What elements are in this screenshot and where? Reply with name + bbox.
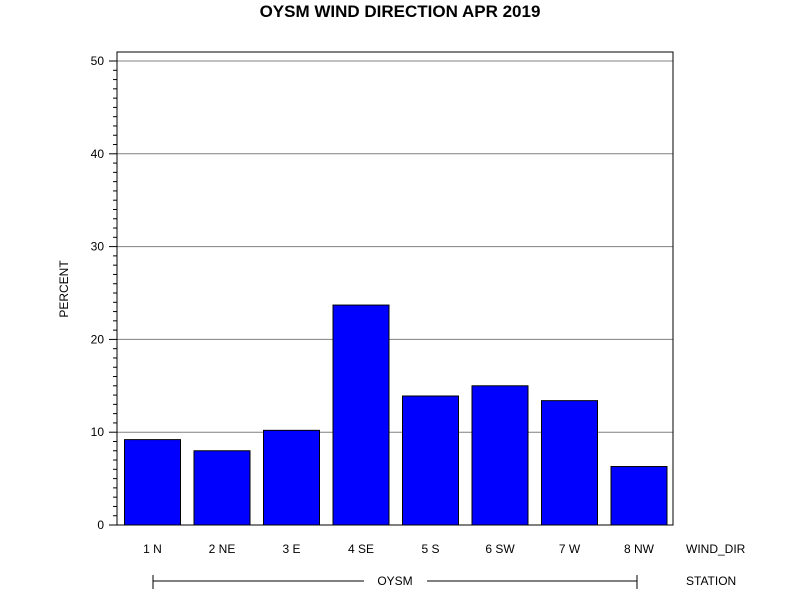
x-tick-label: 3 E	[282, 542, 300, 556]
x-tick-label: 4 SE	[348, 542, 374, 556]
x-tick-label: 5 S	[421, 542, 439, 556]
bar-3-e	[263, 429, 320, 526]
x-tick-label: 1 N	[143, 542, 162, 556]
bar-5-s	[402, 395, 459, 526]
y-tick-label: 10	[91, 425, 105, 439]
x-tick-label: 8 NW	[624, 542, 655, 556]
y-tick-label: 50	[91, 54, 105, 68]
bar-8-nw	[610, 466, 668, 526]
y-tick-label: 20	[91, 332, 105, 346]
station-bracket	[152, 575, 638, 589]
station-name: OYSM	[377, 574, 412, 588]
x-tick-label: 7 W	[559, 542, 581, 556]
bar-1-n	[124, 439, 181, 526]
x-tick-label: 2 NE	[209, 542, 236, 556]
bars	[124, 304, 668, 526]
x-axis-label: WIND_DIR	[686, 542, 746, 556]
plot-frame	[116, 51, 674, 526]
chart-title: OYSM WIND DIRECTION APR 2019	[260, 2, 541, 21]
bar-2-ne	[193, 450, 251, 526]
y-tick-label: 30	[91, 240, 105, 254]
bar-4-se	[332, 304, 390, 526]
station-axis-label: STATION	[686, 574, 736, 588]
y-axis-ticks: 0 10 20 30 40 50	[91, 54, 117, 532]
bar-6-sw	[471, 385, 529, 526]
x-axis-labels: 1 N 2 NE 3 E 4 SE 5 S 6 SW 7 W 8 NW	[143, 542, 655, 556]
x-tick-label: 6 SW	[485, 542, 515, 556]
gridlines	[117, 60, 673, 433]
y-tick-label: 0	[97, 518, 104, 532]
y-tick-label: 40	[91, 147, 105, 161]
y-axis-label: PERCENT	[57, 260, 71, 318]
bar-7-w	[541, 400, 598, 526]
